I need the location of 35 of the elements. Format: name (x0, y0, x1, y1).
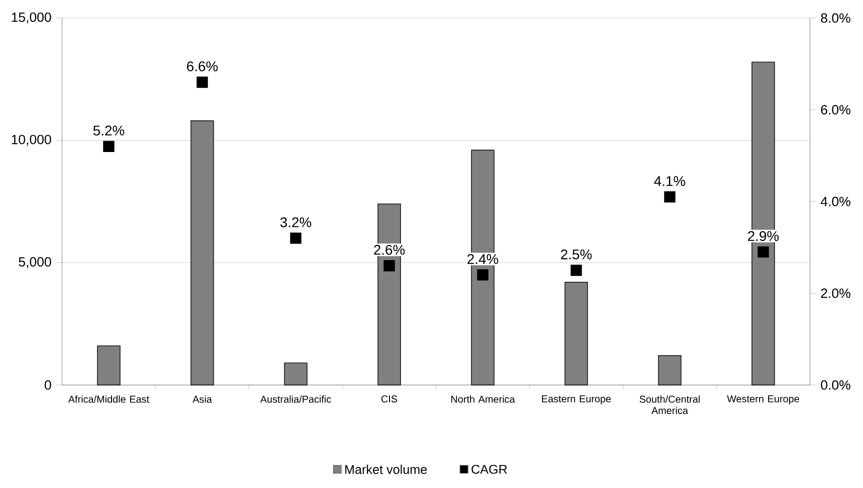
y2-tick-label: 4.0% (820, 196, 850, 206)
x-tick-label: Australia/Pacific (260, 395, 332, 403)
x-tick-label: South/Central America (640, 395, 700, 414)
y-tick-label: 5,000 (18, 257, 52, 268)
y2-tick-label: 2.0% (821, 288, 850, 298)
y2-tick-label: 0.0% (820, 380, 850, 390)
data-label: 6.6% (187, 61, 218, 72)
data-label: 5.2% (93, 126, 124, 136)
point (477, 269, 488, 280)
point (196, 76, 208, 88)
y-tick-label: 0 (44, 380, 52, 390)
point (103, 140, 114, 152)
x-tick-label: CIS (381, 395, 398, 402)
point (570, 264, 582, 276)
data-label: 3.2% (280, 217, 312, 228)
point (758, 246, 769, 258)
x-tick-label: Western Europe (726, 395, 800, 404)
point (384, 260, 395, 272)
data-label: 2.4% (468, 254, 498, 264)
x-tick-label: North America (451, 395, 515, 403)
data-label: 2.6% (374, 244, 405, 255)
x-tick-label: Eastern Europe (542, 395, 611, 404)
x-tick-label: Asia (192, 395, 212, 403)
y2-tick-label: 6.0% (821, 105, 850, 114)
legend-label: CAGR (472, 464, 507, 474)
y2-tick-label: 8.0% (820, 13, 850, 23)
legend-label: Market volume (345, 464, 427, 474)
data-label: 2.5% (561, 249, 592, 260)
y-tick-label: 10,000 (12, 134, 52, 146)
data-label: 4.1% (654, 176, 686, 186)
point (664, 191, 676, 203)
point (290, 232, 302, 244)
x-tick-label: Africa/Middle East (68, 395, 150, 403)
data-label: 2.9% (748, 231, 779, 242)
y-tick-label: 15,000 (12, 12, 52, 24)
